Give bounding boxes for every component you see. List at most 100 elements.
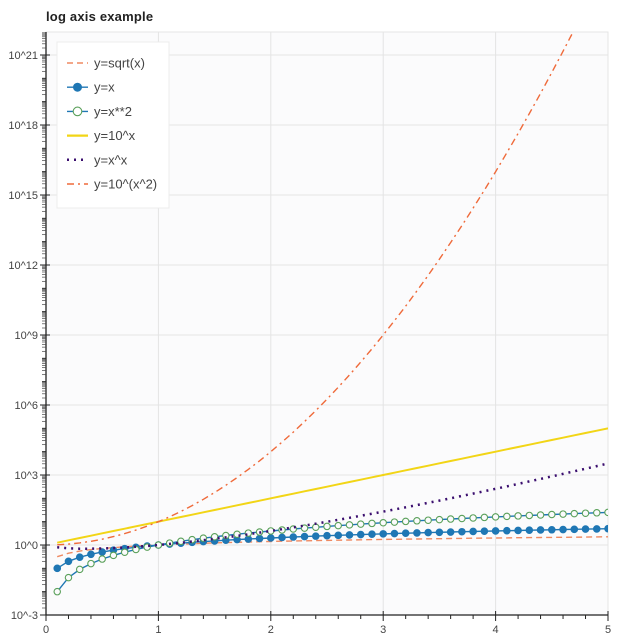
y-tick-label: 10^21: [8, 50, 38, 62]
data-point: [222, 531, 230, 540]
y-tick-label: 10^12: [8, 260, 38, 272]
legend-item: y=x^x: [67, 152, 128, 167]
data-point: [548, 510, 556, 519]
data-point: [401, 529, 410, 538]
data-point: [323, 522, 331, 531]
data-point: [345, 531, 354, 539]
data-point: [390, 529, 399, 538]
data-point: [401, 517, 410, 526]
data-point: [334, 521, 342, 530]
data-point: [356, 530, 365, 539]
data-point: [525, 526, 534, 535]
data-point: [210, 533, 219, 541]
x-tick-label: 0: [43, 624, 49, 636]
data-point: [278, 533, 286, 542]
data-point: [368, 530, 376, 539]
data-point: [548, 525, 556, 534]
legend-marker: [73, 82, 82, 92]
legend-item: y=x: [67, 80, 115, 95]
legend-label: y=sqrt(x): [94, 56, 145, 71]
data-point: [604, 524, 608, 533]
data-point: [446, 515, 455, 523]
chart-title: log axis example: [46, 9, 154, 24]
data-point: [581, 509, 590, 517]
series-y=x^x: [57, 462, 608, 550]
data-point: [267, 527, 275, 535]
data-point: [604, 508, 608, 517]
data-point: [536, 511, 545, 519]
data-point: [323, 531, 331, 540]
legend-item: y=x**2: [67, 104, 132, 119]
data-point: [311, 532, 320, 540]
data-point: [390, 518, 399, 526]
data-point: [593, 509, 601, 517]
legend-item: y=10^x: [67, 128, 136, 143]
x-tick-label: 2: [268, 624, 274, 636]
data-point: [120, 548, 129, 556]
data-point: [379, 518, 387, 527]
data-point: [581, 525, 590, 533]
data-point: [592, 525, 601, 533]
data-point: [53, 587, 61, 596]
x-tick-label: 5: [605, 624, 611, 636]
series-line: [56, 427, 608, 544]
legend-item: y=sqrt(x): [67, 56, 145, 71]
data-point: [413, 517, 421, 525]
data-point: [570, 525, 579, 534]
data-point: [356, 520, 365, 528]
data-point: [491, 513, 500, 521]
data-point: [503, 526, 511, 535]
data-point: [75, 565, 84, 574]
data-point: [491, 527, 500, 535]
data-point: [435, 528, 444, 537]
data-point: [446, 528, 455, 536]
data-point: [514, 526, 522, 535]
data-point: [379, 530, 388, 538]
y-tick-label: 10^0: [14, 540, 38, 552]
data-point: [559, 525, 567, 534]
data-point: [480, 527, 489, 536]
data-point: [300, 532, 309, 541]
data-point: [334, 531, 343, 540]
x-tick-label: 1: [155, 624, 161, 636]
data-point: [255, 534, 264, 543]
data-point: [289, 533, 298, 541]
data-point: [424, 528, 432, 537]
y-tick-label: 10^3: [14, 470, 38, 482]
data-point: [345, 521, 354, 529]
y-tick-label: 10^9: [14, 330, 38, 342]
data-point: [64, 573, 73, 582]
data-point: [469, 527, 477, 536]
data-point: [559, 510, 567, 518]
legend-label: y=10^x: [94, 128, 136, 143]
data-point: [570, 509, 579, 518]
axes: 0 1 2 3 4 5 10^-3 10^0 10^3 10^6 10^9 10^12 10^15 10^…: [8, 32, 611, 636]
data-point: [87, 559, 95, 568]
data-point: [267, 534, 275, 542]
data-point: [300, 524, 309, 532]
data-point: [525, 511, 534, 520]
data-point: [312, 523, 320, 532]
legend-label: y=x**2: [94, 104, 132, 119]
y-tick-label: 10^18: [8, 120, 38, 132]
legend-label: y=x: [94, 80, 115, 95]
legend-box: [56, 41, 170, 209]
series-group: [53, 32, 608, 596]
legend-label: y=10^(x^2): [94, 177, 157, 192]
legend-marker: [72, 106, 83, 117]
y-tick-label: 10^-3: [11, 610, 38, 622]
data-point: [98, 555, 106, 563]
series-y=10^x: [56, 427, 608, 544]
x-tick-label: 4: [493, 624, 499, 636]
series-line: [57, 462, 608, 550]
data-point: [53, 564, 62, 573]
legend-item: y=10^(x^2): [67, 177, 157, 192]
data-point: [469, 514, 477, 522]
data-point: [413, 529, 421, 537]
y-tick-label: 10^15: [8, 190, 38, 202]
y-tick-label: 10^6: [14, 400, 38, 412]
data-point: [188, 535, 196, 544]
data-point: [368, 519, 376, 528]
data-point: [514, 512, 522, 520]
